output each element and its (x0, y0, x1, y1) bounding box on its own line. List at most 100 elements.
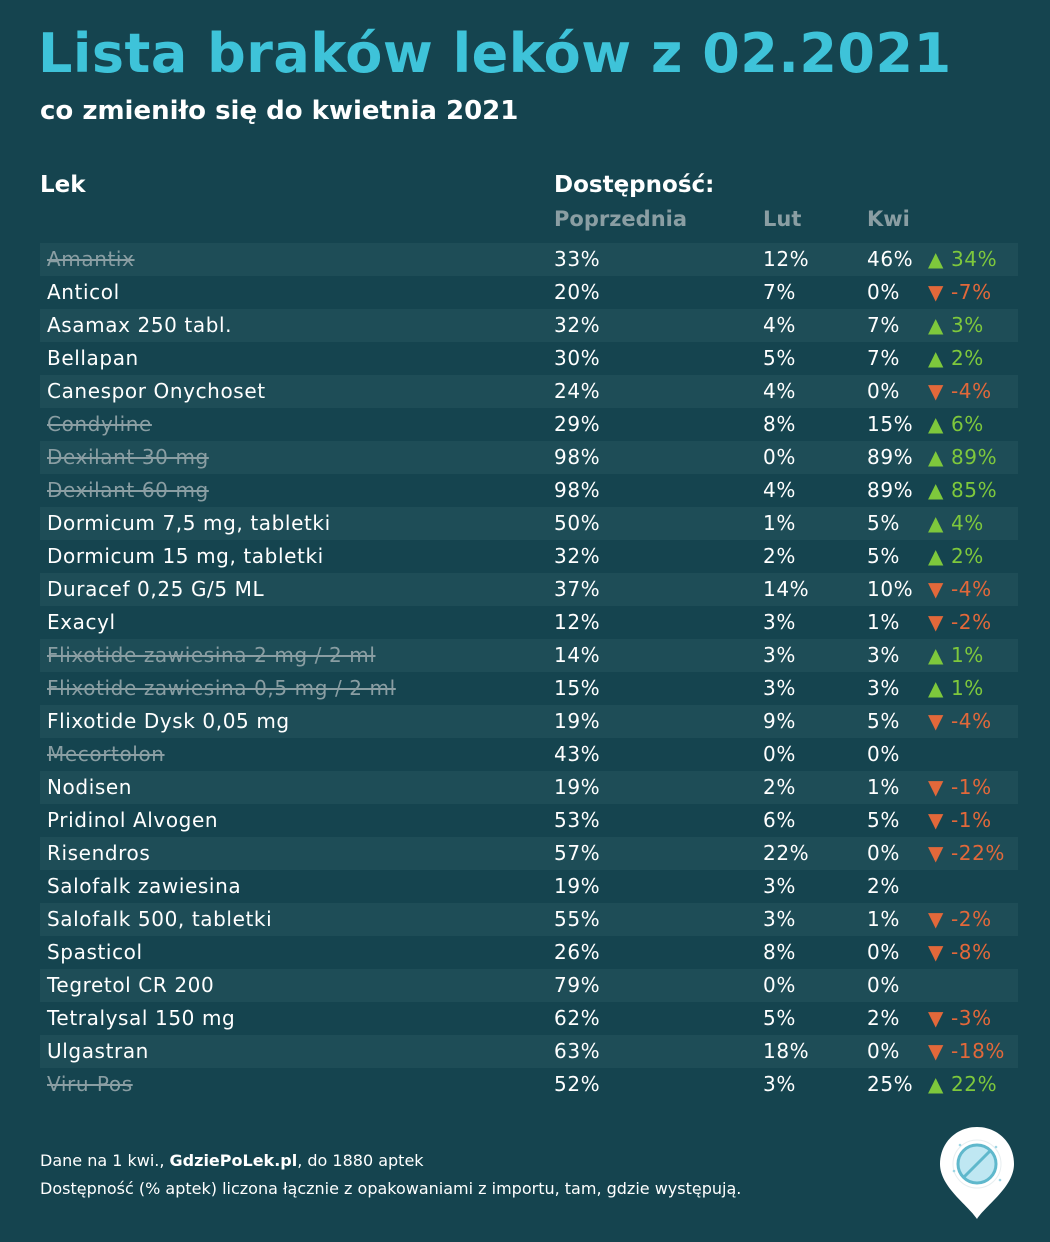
drug-name: Tegretol CR 200 (47, 973, 215, 997)
availability-feb: 3% (763, 610, 796, 634)
availability-change: ▼ -4% (928, 709, 992, 733)
availability-previous: 32% (554, 313, 601, 337)
availability-change: ▼ -2% (928, 610, 992, 634)
availability-apr: 89% (867, 445, 914, 469)
drug-name: Pridinol Alvogen (47, 808, 219, 832)
table-row: Salofalk zawiesina 19% 3% 2% (40, 870, 1018, 903)
table-row: Ulgastran 63% 18% 0% ▼ -18% (40, 1035, 1018, 1068)
table-row: Dexilant 60 mg 98% 4% 89% ▲ 85% (40, 474, 1018, 507)
availability-apr: 0% (867, 280, 900, 304)
availability-feb: 0% (763, 742, 796, 766)
table-row: Canespor Onychoset 24% 4% 0% ▼ -4% (40, 375, 1018, 408)
table-row: Risendros 57% 22% 0% ▼ -22% (40, 837, 1018, 870)
availability-change: ▼ -2% (928, 907, 992, 931)
drug-name: Dexilant 60 mg (47, 478, 209, 502)
availability-change: ▲ 1% (928, 676, 984, 700)
availability-previous: 79% (554, 973, 601, 997)
table-row: Flixotide zawiesina 2 mg / 2 ml 14% 3% 3% ▲ … (40, 639, 1018, 672)
availability-apr: 25% (867, 1072, 914, 1096)
availability-change: ▲ 85% (928, 478, 998, 502)
availability-change: ▼ -3% (928, 1006, 992, 1030)
availability-apr: 0% (867, 1039, 900, 1063)
availability-feb: 2% (763, 544, 796, 568)
availability-previous: 30% (554, 346, 601, 370)
table-row: Dormicum 15 mg, tabletki 32% 2% 5% ▲ 2% (40, 540, 1018, 573)
drug-name: Amantix (47, 247, 135, 271)
availability-apr: 89% (867, 478, 914, 502)
footer-source-suffix: , do 1880 aptek (297, 1151, 424, 1170)
footer-source: Dane na 1 kwi., GdziePoLek.pl, do 1880 a… (40, 1151, 424, 1170)
availability-previous: 57% (554, 841, 601, 865)
availability-apr: 0% (867, 841, 900, 865)
availability-previous: 55% (554, 907, 601, 931)
availability-previous: 15% (554, 676, 601, 700)
availability-previous: 33% (554, 247, 601, 271)
availability-feb: 18% (763, 1039, 810, 1063)
page-subtitle: co zmieniło się do kwietnia 2021 (40, 96, 519, 126)
availability-feb: 8% (763, 412, 796, 436)
drug-table: Amantix 33% 12% 46% ▲ 34% Anticol 20% 7% 0% ▼ -7%… (40, 243, 1018, 1101)
availability-feb: 8% (763, 940, 796, 964)
table-row: Viru-Pos 52% 3% 25% ▲ 22% (40, 1068, 1018, 1101)
drug-name: Asamax 250 tabl. (47, 313, 233, 337)
drug-name: Tetralysal 150 mg (47, 1006, 236, 1030)
availability-apr: 10% (867, 577, 914, 601)
availability-feb: 5% (763, 1006, 796, 1030)
availability-apr: 5% (867, 511, 900, 535)
availability-apr: 3% (867, 643, 900, 667)
table-row: Tegretol CR 200 79% 0% 0% (40, 969, 1018, 1002)
availability-feb: 1% (763, 511, 796, 535)
availability-change: ▼ -4% (928, 379, 992, 403)
availability-previous: 19% (554, 874, 601, 898)
availability-previous: 98% (554, 478, 601, 502)
table-row: Flixotide zawiesina 0,5 mg / 2 ml 15% 3% 3%… (40, 672, 1018, 705)
drug-name: Ulgastran (47, 1039, 149, 1063)
table-row: Asamax 250 tabl. 32% 4% 7% ▲ 3% (40, 309, 1018, 342)
availability-apr: 15% (867, 412, 914, 436)
availability-apr: 0% (867, 379, 900, 403)
availability-feb: 4% (763, 478, 796, 502)
availability-feb: 9% (763, 709, 796, 733)
column-header-poprzednia: Poprzednia (554, 207, 688, 231)
table-row: Exacyl 12% 3% 1% ▼ -2% (40, 606, 1018, 639)
availability-change: ▲ 6% (928, 412, 984, 436)
availability-feb: 3% (763, 874, 796, 898)
availability-change: ▲ 2% (928, 544, 984, 568)
availability-previous: 19% (554, 775, 601, 799)
availability-previous: 12% (554, 610, 601, 634)
availability-feb: 5% (763, 346, 796, 370)
availability-apr: 5% (867, 808, 900, 832)
drug-name: Viru-Pos (47, 1072, 133, 1096)
drug-name: Dexilant 30 mg (47, 445, 209, 469)
drug-name: Risendros (47, 841, 151, 865)
availability-feb: 3% (763, 907, 796, 931)
availability-apr: 0% (867, 940, 900, 964)
availability-feb: 4% (763, 313, 796, 337)
drug-name: Exacyl (47, 610, 116, 634)
table-row: Dormicum 7,5 mg, tabletki 50% 1% 5% ▲ 4% (40, 507, 1018, 540)
drug-name: Bellapan (47, 346, 139, 370)
availability-apr: 2% (867, 874, 900, 898)
footer-source-prefix: Dane na 1 kwi., (40, 1151, 170, 1170)
table-row: Spasticol 26% 8% 0% ▼ -8% (40, 936, 1018, 969)
availability-apr: 7% (867, 313, 900, 337)
footer-note: Dostępność (% aptek) liczona łącznie z o… (40, 1179, 742, 1198)
pill-pin-icon (940, 1127, 1014, 1219)
availability-feb: 14% (763, 577, 810, 601)
availability-change: ▲ 1% (928, 643, 984, 667)
drug-name: Nodisen (47, 775, 133, 799)
availability-change: ▲ 4% (928, 511, 984, 535)
availability-feb: 3% (763, 643, 796, 667)
availability-previous: 98% (554, 445, 601, 469)
table-row: Nodisen 19% 2% 1% ▼ -1% (40, 771, 1018, 804)
drug-name: Salofalk 500, tabletki (47, 907, 273, 931)
page-title: Lista braków leków z 02.2021 (38, 22, 952, 85)
drug-name: Anticol (47, 280, 120, 304)
drug-name: Flixotide zawiesina 2 mg / 2 ml (47, 643, 376, 667)
availability-previous: 43% (554, 742, 601, 766)
availability-change: ▼ -8% (928, 940, 992, 964)
drug-name: Condyline (47, 412, 152, 436)
availability-apr: 0% (867, 973, 900, 997)
availability-feb: 0% (763, 445, 796, 469)
table-row: Pridinol Alvogen 53% 6% 5% ▼ -1% (40, 804, 1018, 837)
